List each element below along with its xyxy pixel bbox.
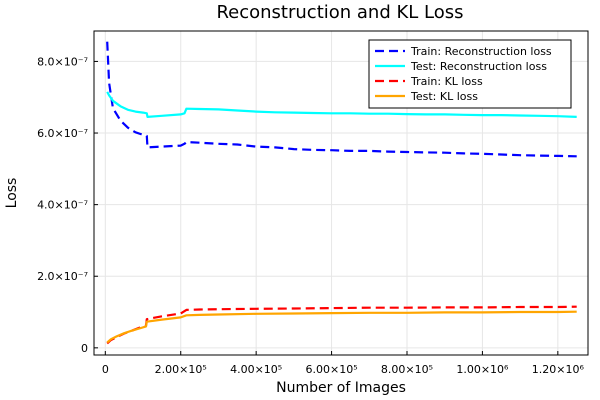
chart-title: Reconstruction and KL Loss: [216, 2, 463, 23]
legend: Train: Reconstruction loss Test: Reconstr…: [368, 39, 572, 109]
y-tick-label: 4.0×10⁻⁷: [37, 199, 88, 212]
x-tick-label: 1.00×10⁶: [456, 363, 509, 376]
legend-label: Test: Reconstruction loss: [410, 60, 547, 73]
y-tick-label: 8.0×10⁻⁷: [37, 55, 88, 68]
axis-ticks: 0 2.00×10⁵ 4.00×10⁵ 6.00×10⁵ 8.00×10⁵ 1.00×10…: [37, 55, 584, 376]
series-line-3: [106, 305, 577, 345]
x-tick-label: 1.20×10⁶: [532, 363, 585, 376]
legend-label: Train: KL loss: [410, 75, 483, 88]
series-lines: [106, 41, 577, 345]
legend-label: Train: Reconstruction loss: [410, 45, 552, 58]
series-line-2: [106, 91, 577, 119]
y-tick-label: 0: [81, 342, 88, 355]
x-axis-label: Number of Images: [276, 380, 406, 396]
x-tick-label: 8.00×10⁵: [381, 363, 433, 376]
y-axis-label: Loss: [4, 178, 20, 209]
series-line-1: [106, 41, 577, 158]
legend-label: Test: KL loss: [410, 90, 478, 103]
x-tick-label: 2.00×10⁵: [155, 363, 207, 376]
y-tick-label: 2.0×10⁻⁷: [37, 270, 88, 283]
y-tick-label: 6.0×10⁻⁷: [37, 127, 88, 140]
x-tick-label: 0: [102, 363, 109, 376]
series-line-4: [106, 310, 577, 344]
plot-frame: [93, 30, 589, 356]
x-tick-label: 6.00×10⁵: [306, 363, 358, 376]
x-tick-label: 4.00×10⁵: [230, 363, 282, 376]
